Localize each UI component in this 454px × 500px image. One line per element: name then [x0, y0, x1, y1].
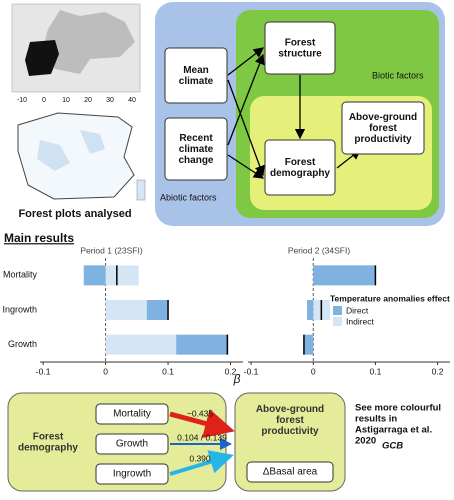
node-label: Growth	[116, 439, 148, 450]
bar-indirect	[105, 265, 139, 286]
node-box	[164, 117, 228, 181]
arrow	[227, 47, 265, 76]
label: Mean climate	[179, 65, 214, 87]
node-box	[246, 461, 334, 483]
map-tick-label: 0	[42, 97, 46, 104]
panel-title: Period 2 (34SFI)	[288, 245, 351, 255]
legend-label: Indirect	[346, 316, 375, 326]
node-label: ΔBasal area	[263, 467, 318, 478]
arrow	[169, 409, 235, 439]
map-tick-label: -10	[17, 97, 27, 104]
x-tick-label: 0.1	[162, 366, 174, 376]
node-label: Mortality	[113, 409, 151, 420]
effect-label: 0.104 / 0.139	[177, 432, 227, 442]
map-tick-label: 10	[62, 97, 70, 104]
effect-label: 0.390	[189, 453, 211, 463]
map-tick-label: 40	[128, 97, 136, 104]
label: Forest demography	[18, 431, 78, 453]
x-tick-label: 0.2	[225, 366, 237, 376]
legend-label: Direct	[346, 305, 369, 315]
node-box	[95, 433, 169, 455]
map-tick-label: 20	[84, 97, 92, 104]
bar-direct	[303, 334, 314, 355]
label: See more colourful results in Astigarraga …	[355, 402, 441, 446]
x-tick-label: 0.1	[370, 366, 382, 376]
arrow	[169, 450, 234, 476]
bar-direct	[146, 300, 169, 320]
section-title: Main results	[4, 231, 74, 245]
y-tick-label: Mortality	[3, 270, 38, 280]
label: Above-ground forest productivity	[349, 112, 417, 145]
x-tick-label: -0.1	[244, 366, 259, 376]
bar-direct	[307, 300, 314, 320]
arrow	[227, 79, 265, 177]
map-caption: Forest plots analysed	[18, 208, 131, 220]
node-box	[164, 47, 228, 104]
map-tick-label: 30	[106, 97, 114, 104]
node-box	[95, 403, 169, 425]
abiotic-label: Abiotic factors	[160, 192, 217, 202]
x-tick-label: 0.2	[432, 366, 444, 376]
bar-direct	[83, 265, 106, 286]
biotic-label: Biotic factors	[372, 70, 424, 80]
europe-map	[11, 3, 141, 93]
arrow	[227, 154, 265, 179]
x-axis-label: β	[233, 372, 241, 386]
label: Recent climate change	[178, 133, 213, 166]
y-tick-label: Growth	[8, 339, 37, 349]
label: Forest demography	[270, 157, 330, 179]
legend-swatch	[333, 306, 342, 315]
node-box	[264, 139, 336, 196]
node-label: Ingrowth	[113, 469, 151, 480]
note-journal: GCB	[382, 441, 403, 452]
arrow	[227, 53, 265, 146]
bar-direct	[176, 334, 228, 355]
panel-title: Period 1 (23SFI)	[80, 245, 143, 255]
node-box	[341, 101, 425, 155]
x-tick-label: -0.1	[36, 366, 51, 376]
node-box	[95, 463, 169, 485]
effect-label: −0.435	[187, 408, 214, 418]
bar-indirect	[105, 300, 147, 320]
node-box	[264, 21, 336, 75]
x-tick-label: 0	[311, 366, 316, 376]
y-tick-label: Ingrowth	[2, 304, 37, 314]
bar-direct	[313, 265, 376, 286]
bar-indirect	[105, 334, 177, 355]
label: Forest structure	[278, 37, 322, 59]
label: Above-ground forest productivity	[256, 404, 324, 437]
x-tick-label: 0	[103, 366, 108, 376]
spain-map	[17, 112, 146, 201]
legend-swatch	[333, 317, 342, 326]
legend-title: Temperature anomalies effect	[330, 293, 450, 303]
